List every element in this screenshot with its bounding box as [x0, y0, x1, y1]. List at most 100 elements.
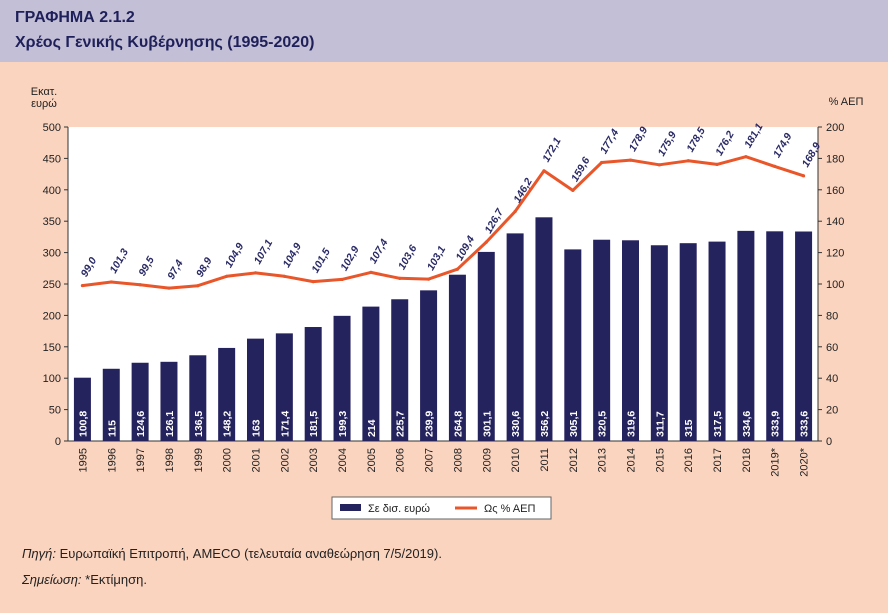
left-tick-label: 500	[43, 122, 61, 134]
right-tick-label: 100	[826, 279, 844, 291]
bar-data-label: 330,6	[510, 411, 522, 437]
left-tick-label: 200	[43, 310, 61, 322]
line-point	[455, 267, 460, 271]
x-tick-label: 2010	[510, 448, 522, 472]
bar	[737, 230, 755, 441]
line-point	[225, 274, 229, 278]
bar	[160, 361, 178, 441]
x-tick-label: 2013	[597, 448, 609, 472]
x-tick-label: 2018	[741, 448, 753, 472]
bar	[766, 231, 784, 441]
line-point	[138, 283, 142, 287]
bar	[622, 240, 639, 441]
right-tick-label: 0	[826, 436, 832, 448]
bar-data-label: 148,2	[222, 411, 234, 437]
bar	[506, 233, 524, 441]
bar	[304, 327, 322, 441]
bar-data-label: 214	[366, 419, 378, 437]
left-tick-label: 350	[43, 216, 61, 228]
bar-data-label: 333,9	[770, 411, 782, 437]
x-tick-label: 2005	[366, 448, 378, 472]
bar-data-label: 225,7	[395, 411, 407, 437]
right-tick-label: 200	[826, 122, 844, 134]
line-point	[513, 209, 517, 214]
bar-data-label: 126,1	[164, 411, 176, 437]
x-tick-label: 2016	[683, 448, 695, 472]
bar	[420, 290, 438, 441]
legend-bar-swatch	[340, 504, 361, 511]
line-point	[196, 284, 200, 288]
line-point	[773, 164, 777, 169]
line-point	[686, 159, 690, 163]
bar-data-label: 239,9	[424, 411, 436, 437]
line-point	[167, 286, 171, 290]
line-point	[426, 277, 431, 281]
x-tick-label: 2009	[481, 448, 493, 472]
x-tick-label: 1997	[135, 448, 147, 472]
x-tick-label: 2004	[337, 448, 349, 472]
bar	[679, 243, 697, 441]
legend-bar-label: Σε δισ. ευρώ	[368, 503, 430, 515]
bar-data-label: 100,8	[77, 411, 89, 437]
x-tick-label: 2001	[251, 448, 263, 472]
left-tick-label: 300	[43, 248, 61, 260]
left-tick-label: 400	[43, 185, 61, 197]
x-tick-label: 2019*	[770, 447, 782, 476]
line-point	[744, 155, 748, 159]
left-axis-label-line2: ευρώ	[31, 98, 57, 110]
right-tick-label: 120	[826, 248, 844, 260]
bar-data-label: 301,1	[481, 411, 493, 437]
bar-data-label: 356,2	[539, 411, 551, 437]
note-label: Σημείωση:	[22, 572, 82, 587]
chart-title: ΓΡΑΦΗΜΑ 2.1.2	[15, 9, 135, 26]
bar-data-label: 319,6	[626, 411, 638, 437]
plot-area	[68, 127, 818, 441]
left-tick-label: 450	[43, 153, 61, 165]
bar	[247, 338, 264, 441]
chart-subtitle: Χρέος Γενικής Κυβέρνησης (1995-2020)	[15, 34, 315, 51]
bar	[650, 245, 668, 441]
bar	[477, 251, 495, 441]
x-tick-label: 2017	[712, 448, 724, 472]
bar	[564, 249, 582, 441]
bar-data-label: 115	[106, 420, 118, 437]
source-note: Πηγή: Ευρωπαϊκή Επιτροπή, AMECO (τελευτα…	[22, 546, 442, 561]
legend-line-label: Ως % ΑΕΠ	[484, 503, 535, 515]
x-tick-label: 1998	[164, 448, 176, 472]
header-band: ΓΡΑΦΗΜΑ 2.1.2 Χρέος Γενικής Κυβέρνησης (…	[0, 0, 888, 62]
bar-data-label: 305,1	[568, 411, 580, 437]
line-point	[340, 277, 344, 282]
line-point	[571, 188, 575, 193]
line-point	[109, 280, 113, 284]
right-tick-label: 180	[826, 153, 844, 165]
bar	[333, 315, 351, 441]
estimate-note: Σημείωση: *Εκτίμηση.	[22, 572, 147, 587]
x-tick-label: 2006	[395, 448, 407, 472]
right-tick-label: 140	[826, 216, 844, 228]
bar-data-label: 163	[251, 419, 263, 437]
note-text: *Εκτίμηση.	[81, 572, 147, 587]
left-tick-label: 100	[43, 373, 61, 385]
pct-gdp-line	[82, 155, 805, 290]
bar	[448, 274, 466, 441]
bar-data-label: 334,6	[741, 411, 753, 437]
x-tick-label: 2008	[452, 448, 464, 472]
right-tick-label: 60	[826, 342, 838, 354]
line-point	[657, 163, 661, 167]
x-tick-label: 2014	[626, 448, 638, 472]
left-axis-label-line1: Εκατ.	[31, 86, 57, 98]
bar	[391, 299, 409, 441]
bar-data-label: 311,7	[654, 411, 666, 437]
bar-data-label: 333,6	[799, 411, 811, 437]
line-point	[484, 240, 488, 244]
line-point	[369, 270, 373, 274]
line-point	[542, 169, 546, 173]
x-tick-label: 1996	[106, 448, 118, 472]
bar-data-label: 136,5	[193, 411, 205, 437]
x-tick-label: 2000	[222, 448, 234, 472]
bar	[708, 241, 726, 441]
line-point	[628, 158, 633, 162]
x-tick-label: 2007	[424, 448, 436, 472]
bar	[218, 347, 236, 441]
